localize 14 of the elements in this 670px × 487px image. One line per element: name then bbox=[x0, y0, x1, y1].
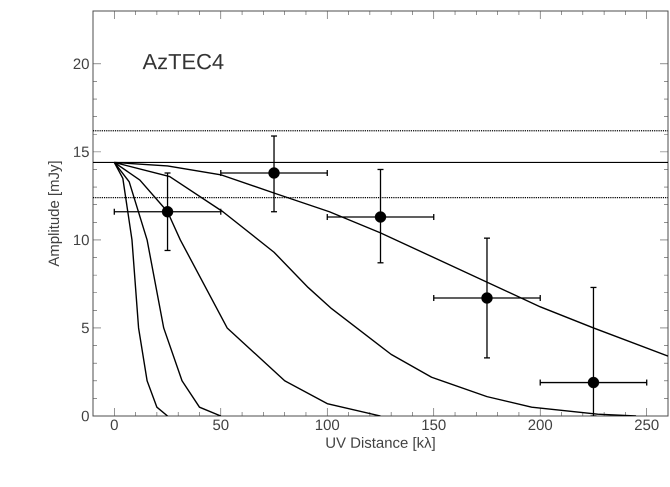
x-tick-label: 50 bbox=[213, 420, 228, 430]
x-tick-label: 250 bbox=[634, 420, 659, 430]
x-tick-label: 200 bbox=[528, 420, 552, 430]
y-tick-label: 10 bbox=[74, 234, 89, 246]
y-tick-label: 20 bbox=[74, 58, 89, 70]
y-tick-label: 15 bbox=[74, 146, 89, 158]
x-axis-title: UV Distance [kλ] bbox=[326, 436, 435, 451]
y-axis-title: Amplitude [mJy] bbox=[48, 161, 62, 267]
x-tick-label: 0 bbox=[110, 420, 118, 430]
x-tick-label: 100 bbox=[316, 420, 340, 430]
y-tick-label: 5 bbox=[82, 322, 89, 334]
x-tick-label: 150 bbox=[422, 420, 446, 430]
text: AzTEC4 bbox=[142, 54, 224, 70]
y-tick-label: 0 bbox=[82, 410, 89, 422]
